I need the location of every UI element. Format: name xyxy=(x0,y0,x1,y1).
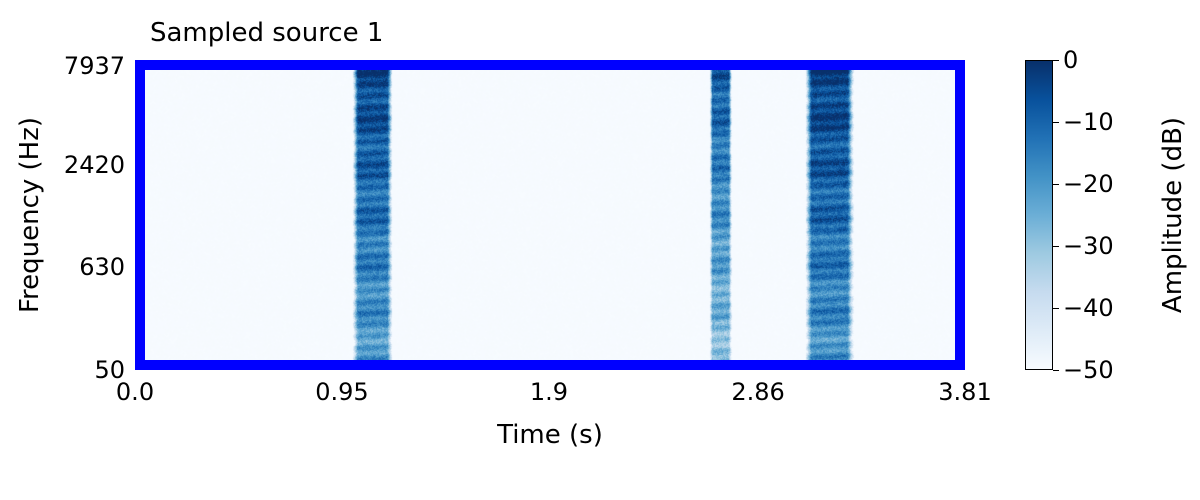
plot-title: Sampled source 1 xyxy=(150,18,383,48)
colorbar-tick-label: 0 xyxy=(1063,46,1078,74)
colorbar-tick-mark xyxy=(1053,370,1059,371)
x-axis-title: Time (s) xyxy=(135,420,965,450)
figure: Sampled source 1 Frequency (Hz) Time (s)… xyxy=(0,0,1200,500)
colorbar-tick-mark xyxy=(1053,184,1059,185)
x-tick-label: 1.9 xyxy=(530,378,568,406)
colorbar-tick-mark xyxy=(1053,308,1059,309)
colorbar-tick-label: −50 xyxy=(1063,356,1114,384)
colorbar-tick-label: −30 xyxy=(1063,232,1114,260)
colorbar-tick-label: −40 xyxy=(1063,294,1114,322)
spectrogram-plot xyxy=(135,60,965,370)
y-axis-title: Frequency (Hz) xyxy=(15,115,45,315)
colorbar-title: Amplitude (dB) xyxy=(1158,115,1188,315)
colorbar xyxy=(1025,60,1053,370)
colorbar-tick-label: −20 xyxy=(1063,170,1114,198)
x-tick-label: 2.86 xyxy=(731,378,784,406)
colorbar-tick-mark xyxy=(1053,246,1059,247)
spectrogram-canvas xyxy=(135,60,965,370)
x-tick-label: 0.95 xyxy=(315,378,368,406)
x-tick-label: 3.81 xyxy=(938,378,991,406)
colorbar-tick-label: −10 xyxy=(1063,108,1114,136)
colorbar-tick-mark xyxy=(1053,122,1059,123)
colorbar-tick-mark xyxy=(1053,60,1059,61)
colorbar-gradient xyxy=(1025,60,1053,370)
